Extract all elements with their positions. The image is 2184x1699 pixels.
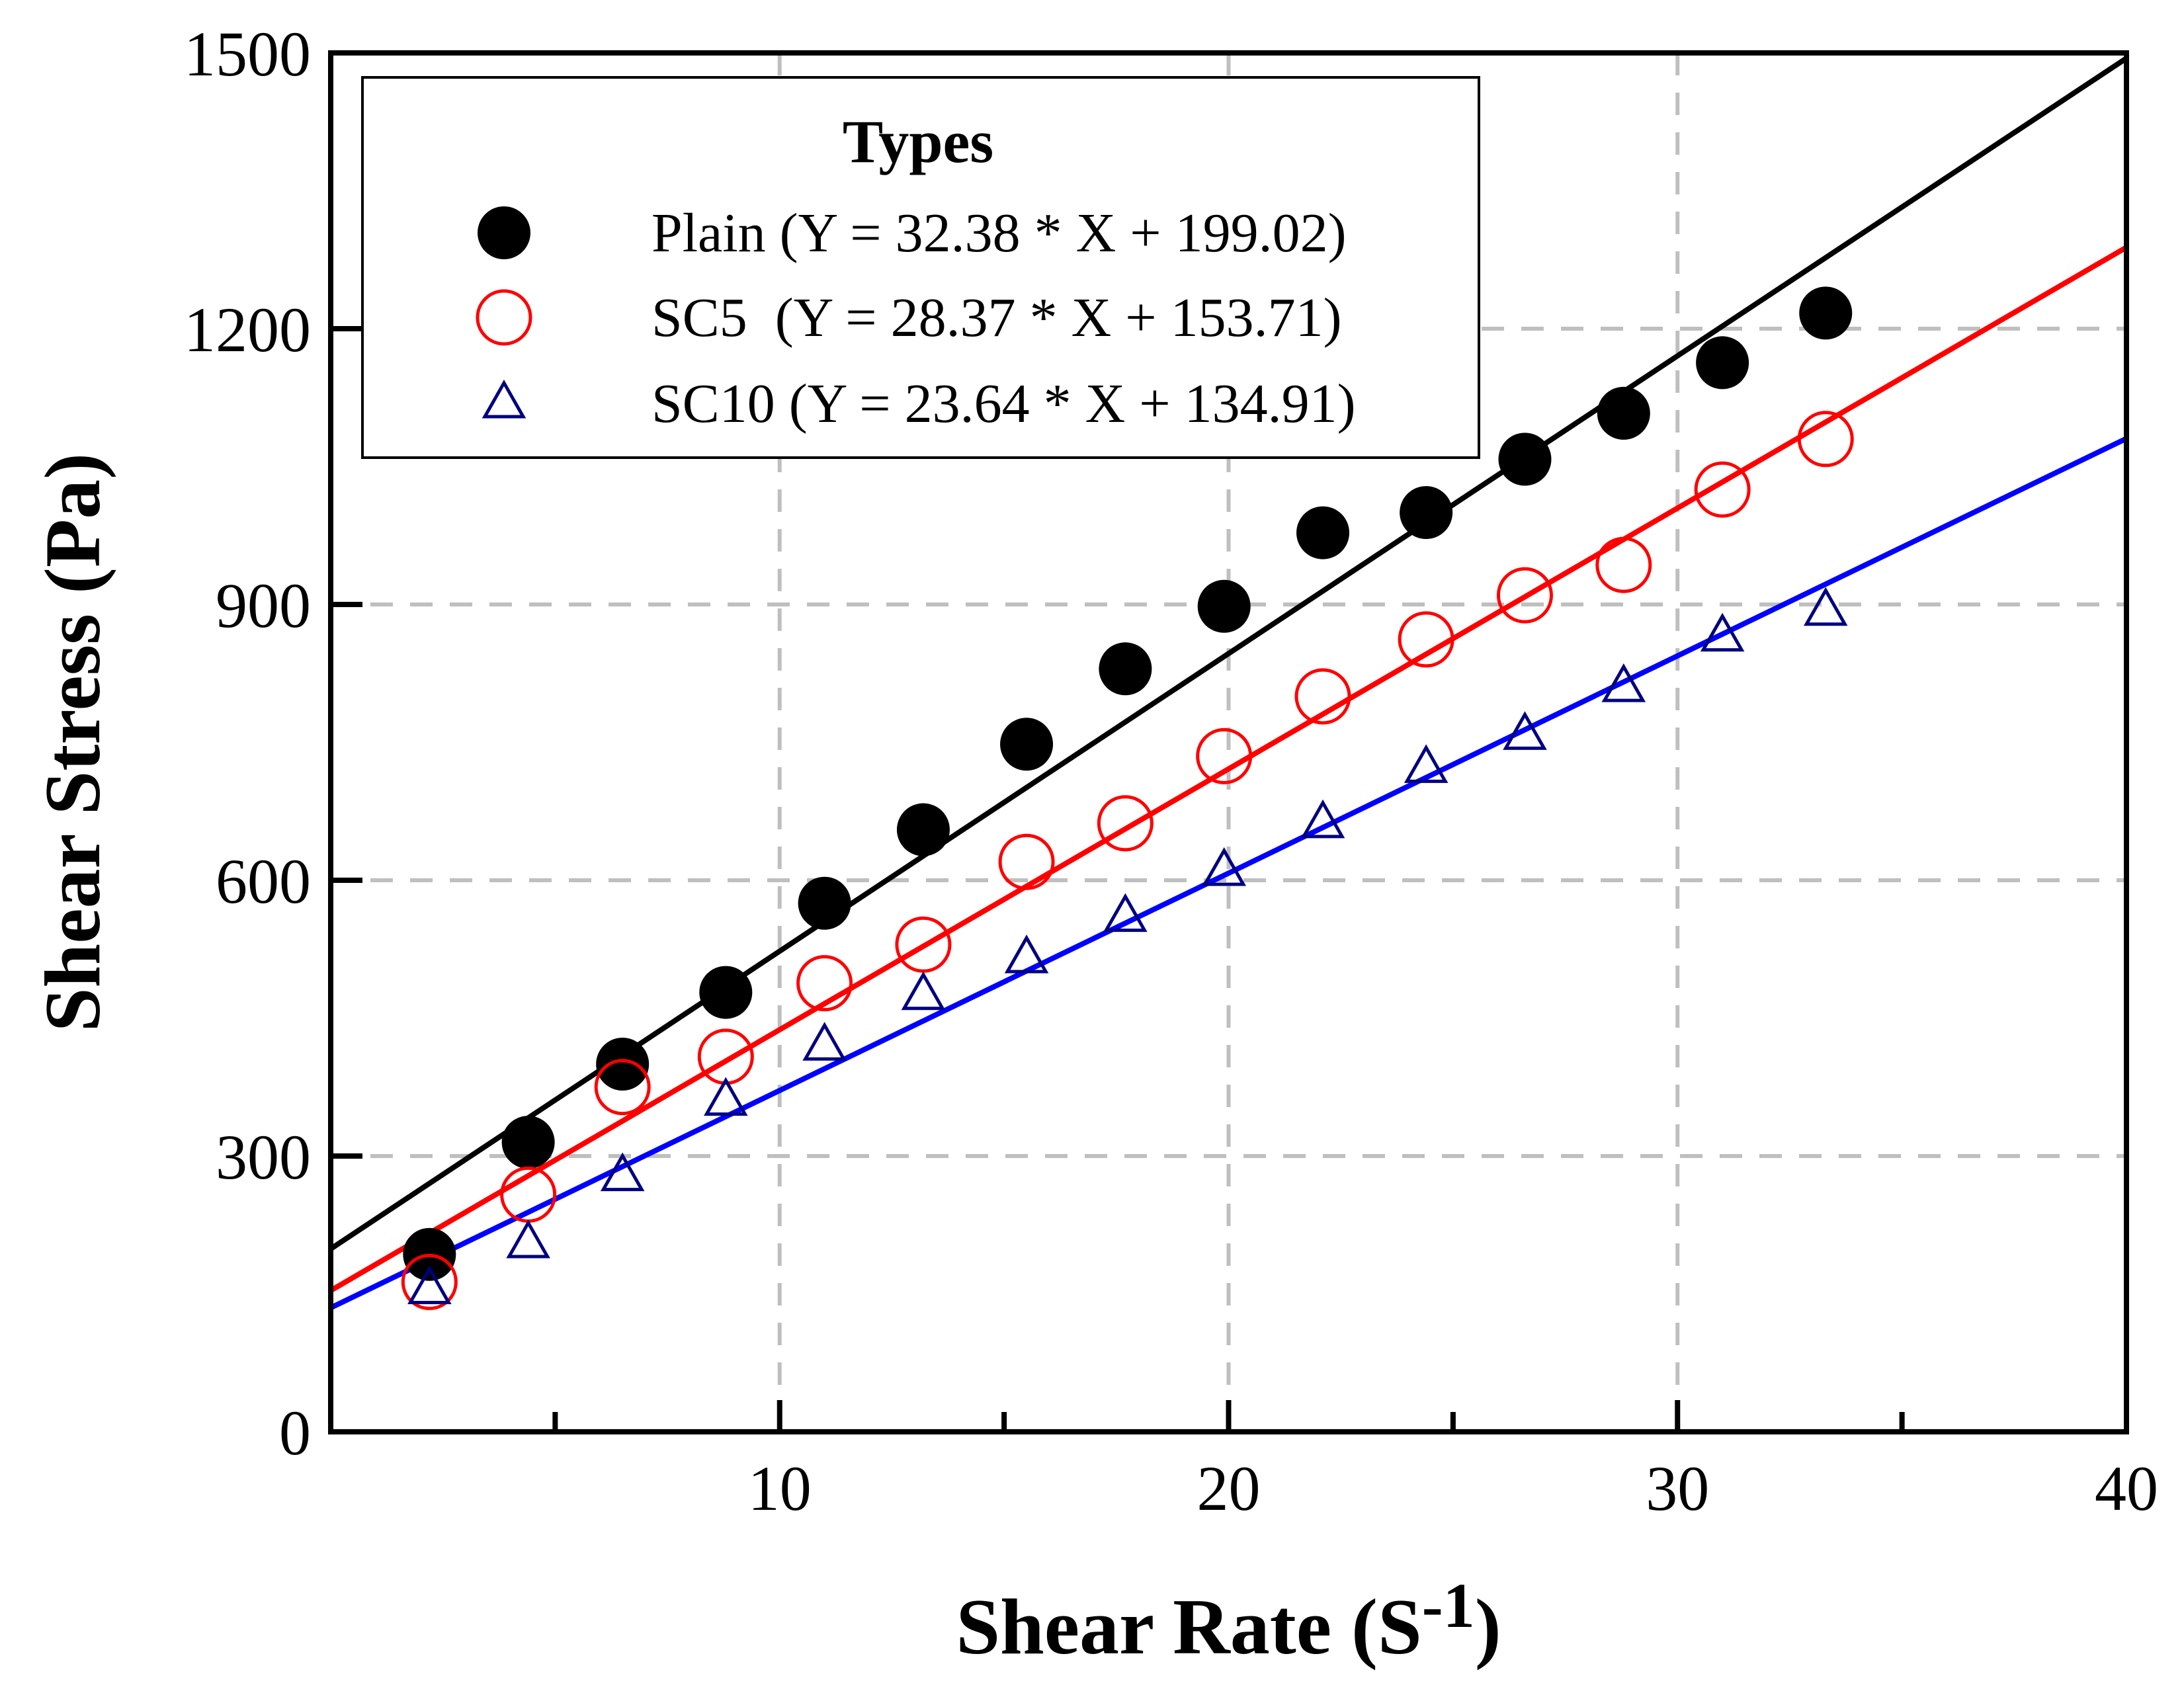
data-point-sc5 xyxy=(1694,461,1751,518)
data-point-sc5 xyxy=(1496,567,1553,624)
data-point-sc5 xyxy=(1398,611,1454,668)
data-point-sc10 xyxy=(600,1152,645,1192)
data-point-sc5 xyxy=(1797,411,1854,468)
axis-ticks xyxy=(331,50,2129,1434)
data-point-sc5 xyxy=(697,1028,754,1085)
x-tick-label: 40 xyxy=(2095,1453,2158,1524)
legend-label-sc5: SC5 (Y = 28.37 * X + 153.71) xyxy=(651,287,1342,349)
legend-marker-sc5 xyxy=(476,289,532,346)
data-markers xyxy=(401,286,1854,1310)
legend-item-sc10: SC10 (Y = 23.64 * X + 134.91) xyxy=(482,373,1356,435)
y-tick-label: 1200 xyxy=(184,294,311,365)
data-point-sc10 xyxy=(1404,744,1449,783)
data-point-sc5 xyxy=(998,833,1055,890)
series-sc10 xyxy=(407,587,1848,1305)
data-point-plain xyxy=(798,876,851,930)
data-point-plain xyxy=(1400,486,1453,539)
data-point-sc10 xyxy=(1004,934,1049,974)
data-point-sc10 xyxy=(1601,663,1646,702)
fit-line-sc10 xyxy=(331,436,2126,1311)
data-point-plain xyxy=(896,803,950,856)
x-tick-label: 30 xyxy=(1646,1453,1709,1524)
x-axis-title-close: ) xyxy=(1475,1583,1501,1671)
y-tick-label: 300 xyxy=(216,1122,311,1192)
data-point-sc10 xyxy=(1803,587,1848,626)
legend-item-sc5: SC5 (Y = 28.37 * X + 153.71) xyxy=(476,287,1342,349)
x-tick-label: 20 xyxy=(1197,1453,1261,1524)
data-point-plain xyxy=(596,1038,650,1091)
data-point-sc5 xyxy=(1595,536,1652,593)
legend-item-plain: Plain (Y = 32.38 * X + 199.02) xyxy=(478,202,1347,264)
data-point-sc5 xyxy=(1196,727,1253,784)
data-point-sc5 xyxy=(1097,795,1154,852)
data-point-plain xyxy=(1498,433,1552,486)
y-tick-label: 1500 xyxy=(184,19,311,89)
fit-line-sc5 xyxy=(331,245,2126,1293)
data-point-plain xyxy=(1296,506,1350,559)
y-tick-label: 900 xyxy=(216,570,311,641)
series-plain xyxy=(403,286,1853,1281)
tick-labels: 10 20 30 40 0 300 600 900 1200 1500 xyxy=(184,19,2158,1524)
data-point-sc10 xyxy=(1300,799,1345,839)
data-point-plain xyxy=(1000,718,1054,771)
x-axis-title-main: Shear Rate (S xyxy=(956,1583,1421,1671)
y-tick-label: 0 xyxy=(279,1397,311,1468)
data-point-sc10 xyxy=(407,1265,452,1305)
data-point-sc10 xyxy=(1700,612,1745,652)
legend-label-plain: Plain (Y = 32.38 * X + 199.02) xyxy=(651,202,1347,264)
data-point-sc5 xyxy=(401,1253,458,1310)
x-axis-title: Shear Rate (S-1) xyxy=(956,1570,1501,1671)
data-point-plain xyxy=(1197,579,1251,633)
legend-label-sc10: SC10 (Y = 23.64 * X + 134.91) xyxy=(651,373,1356,435)
data-point-sc10 xyxy=(1202,847,1247,886)
data-point-plain xyxy=(501,1116,555,1169)
data-point-plain xyxy=(699,966,753,1019)
data-point-plain xyxy=(1799,286,1853,340)
series-sc5 xyxy=(401,411,1854,1310)
legend-items: Plain (Y = 32.38 * X + 199.02) SC5 (Y = 2… xyxy=(476,202,1356,435)
data-point-plain xyxy=(1696,336,1749,390)
data-point-sc10 xyxy=(802,1022,847,1061)
x-tick-label: 10 xyxy=(748,1453,812,1524)
data-point-sc10 xyxy=(1503,711,1547,750)
data-point-sc5 xyxy=(594,1059,651,1116)
data-point-plain xyxy=(1099,642,1152,696)
data-point-plain xyxy=(1597,386,1650,440)
data-point-sc5 xyxy=(895,916,952,973)
legend-marker-sc10 xyxy=(482,379,526,419)
legend-box xyxy=(361,76,1480,459)
data-point-sc5 xyxy=(1294,668,1351,725)
legend: Types Plain (Y = 32.38 * X + 199.02) SC5 … xyxy=(361,76,1480,459)
data-point-sc10 xyxy=(1103,893,1148,932)
legend-title: Types xyxy=(843,108,993,175)
data-point-sc10 xyxy=(901,971,946,1011)
x-axis-title-superscript: -1 xyxy=(1422,1570,1475,1641)
legend-marker-plain xyxy=(478,206,530,259)
data-point-sc5 xyxy=(796,955,853,1012)
data-point-sc10 xyxy=(506,1219,550,1259)
data-point-sc10 xyxy=(704,1077,748,1116)
y-axis-title: Shear Stress (Pa) xyxy=(28,453,116,1032)
y-tick-label: 600 xyxy=(216,846,311,917)
